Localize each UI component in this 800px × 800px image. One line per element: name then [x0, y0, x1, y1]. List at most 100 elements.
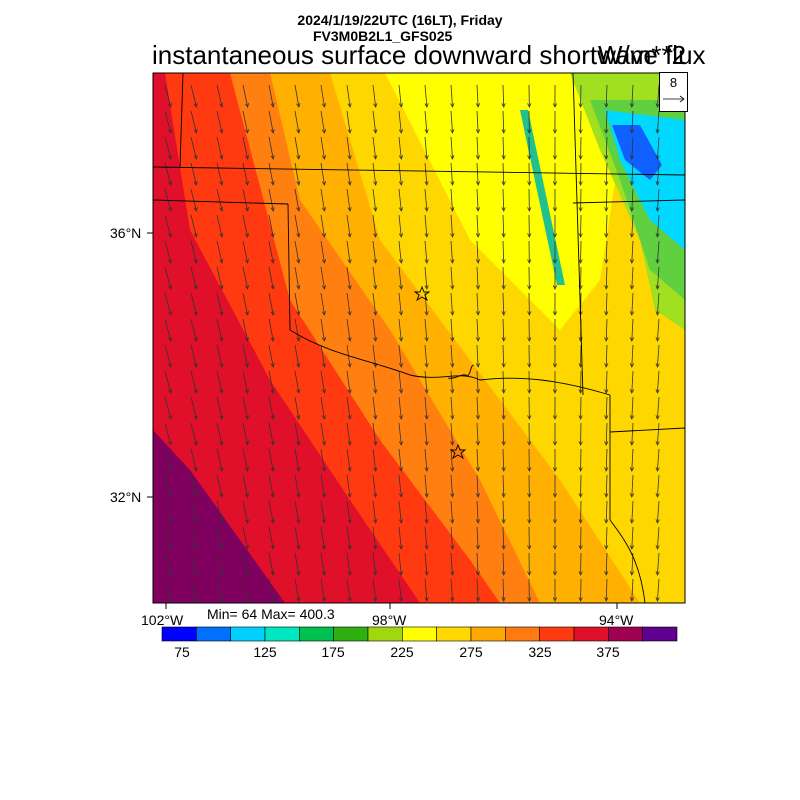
wind-vector-head	[219, 519, 224, 524]
wind-vector	[656, 214, 660, 238]
wind-vector	[476, 448, 479, 472]
wind-vector	[476, 422, 479, 446]
wind-vector	[605, 448, 608, 472]
wind-vector	[320, 422, 325, 446]
wind-vector-head	[373, 519, 378, 524]
wind-vector-head	[475, 467, 481, 472]
wind-vector-head	[347, 129, 352, 134]
wind-vector	[502, 422, 505, 446]
wind-vector-head	[347, 597, 352, 602]
wind-vector-head	[655, 493, 660, 498]
wind-vector	[450, 84, 453, 108]
wind-vector	[450, 292, 453, 316]
wind-vector	[242, 240, 249, 264]
wind-vector-head	[527, 233, 532, 238]
wind-vector-head	[167, 258, 172, 264]
wind-vector-head	[501, 129, 506, 134]
wind-vector	[605, 578, 608, 602]
wind-vector-head	[629, 571, 635, 576]
wind-vector-head	[270, 155, 275, 160]
wind-vector-head	[629, 545, 635, 550]
wind-vector-head	[373, 467, 378, 472]
wind-vector	[476, 526, 479, 550]
wind-vector-head	[347, 571, 352, 576]
wind-vector-head	[424, 129, 429, 134]
wind-vector-head	[604, 129, 609, 134]
wind-vector-head	[604, 337, 609, 342]
wind-vector	[242, 318, 249, 342]
wind-vector	[216, 292, 223, 316]
wind-vector	[605, 266, 608, 290]
wind-vector-head	[629, 155, 635, 160]
wind-vector	[372, 136, 377, 160]
wind-vector	[294, 318, 300, 342]
wind-vector	[164, 578, 172, 602]
colorbar-swatch	[470, 626, 506, 642]
wind-vector	[424, 240, 428, 264]
wind-vector	[216, 578, 223, 602]
wind-vector	[372, 240, 377, 264]
wind-vector	[164, 552, 172, 576]
wind-vector-head	[501, 571, 506, 576]
wind-vector	[424, 188, 428, 212]
wind-vector	[268, 136, 274, 160]
wind-vector-head	[321, 545, 327, 550]
wind-vector-head	[475, 441, 481, 446]
wind-vector	[346, 110, 351, 134]
wind-vector-head	[373, 441, 378, 446]
wind-vector-head	[347, 363, 352, 368]
wind-vector	[216, 344, 223, 368]
wind-vector	[502, 370, 505, 394]
wind-vector	[164, 240, 172, 264]
wind-vector	[216, 500, 223, 524]
wind-vector	[502, 526, 505, 550]
wind-vector-head	[270, 441, 275, 446]
wind-vector	[164, 526, 172, 550]
wind-vector-head	[270, 311, 275, 316]
wind-vector-head	[578, 389, 583, 394]
wind-vector-head	[167, 518, 172, 524]
wind-vector-head	[193, 441, 198, 446]
wind-vector-head	[424, 155, 429, 160]
wind-vector-head	[450, 519, 455, 524]
wind-vector	[605, 240, 608, 264]
wind-vector-head	[270, 363, 275, 368]
wind-vector-head	[193, 285, 198, 290]
wind-vector-head	[655, 337, 660, 342]
wind-vector-head	[193, 363, 198, 368]
wind-vector-head	[578, 181, 583, 186]
wind-vector	[216, 110, 223, 134]
wind-vector	[346, 474, 351, 498]
wind-vector	[372, 292, 377, 316]
wind-vector-head	[244, 337, 249, 342]
wind-vector	[346, 240, 351, 264]
wind-vector-head	[604, 545, 609, 550]
wind-vector-head	[193, 181, 198, 186]
wind-vector	[502, 474, 505, 498]
wind-vector	[450, 214, 453, 238]
wind-vector	[268, 162, 274, 186]
wind-vector	[656, 240, 660, 264]
wind-vector	[268, 448, 274, 472]
wind-vector-head	[193, 389, 198, 394]
wind-vector	[320, 162, 325, 186]
wind-vector-head	[167, 544, 172, 550]
wind-vector-head	[219, 571, 224, 576]
wind-vector-head	[450, 103, 455, 108]
wind-vector	[320, 526, 325, 550]
wind-vector-head	[501, 285, 506, 290]
wind-vector-head	[167, 596, 172, 602]
colorbar-label-325: 325	[528, 644, 552, 660]
wind-vector	[605, 526, 608, 550]
wind-vector	[268, 500, 274, 524]
wind-vector	[656, 84, 660, 108]
wind-vector-head	[527, 519, 532, 524]
wind-vector	[372, 188, 377, 212]
wind-vectors	[164, 84, 660, 602]
wind-vector-head	[501, 363, 506, 368]
wind-vector	[476, 474, 479, 498]
wind-vector-head	[655, 181, 660, 186]
wind-vector-head	[270, 103, 275, 108]
wind-vector	[190, 396, 197, 420]
wind-vector	[346, 396, 351, 420]
